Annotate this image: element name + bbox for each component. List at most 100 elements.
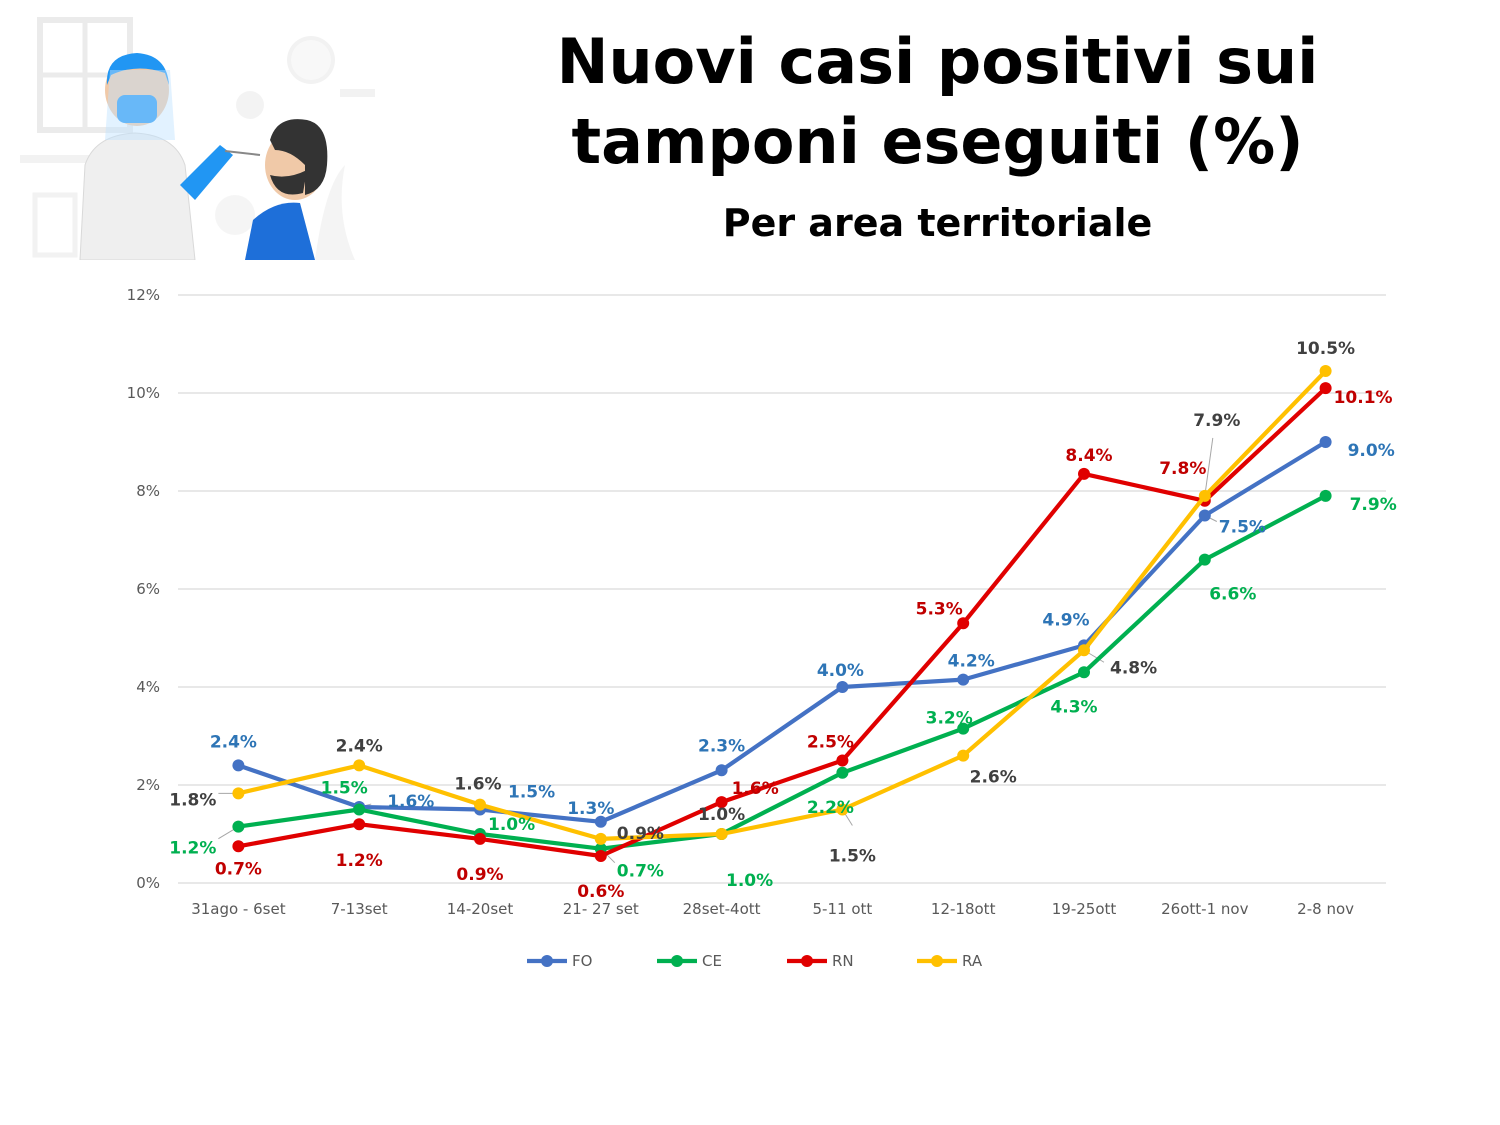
x-tick-label: 21- 27 set bbox=[563, 900, 639, 918]
data-point-ra bbox=[474, 798, 486, 811]
data-point-fo bbox=[836, 681, 849, 693]
data-point-ra bbox=[957, 749, 970, 762]
data-point-ce bbox=[232, 820, 245, 833]
data-label-ce: 6.6% bbox=[1209, 585, 1256, 605]
legend-marker-ra bbox=[931, 955, 943, 967]
data-label-ce: 4.3% bbox=[1050, 697, 1097, 717]
data-point-ra bbox=[715, 828, 728, 840]
data-label-rn: 5.3% bbox=[916, 599, 963, 619]
data-point-rn bbox=[474, 832, 486, 845]
y-tick-label: 6% bbox=[136, 580, 160, 598]
data-point-rn bbox=[232, 840, 245, 853]
data-label-ra: 1.6% bbox=[454, 775, 501, 795]
data-label-ce: 7.9% bbox=[1350, 495, 1397, 515]
data-point-rn bbox=[715, 796, 728, 809]
legend-label-ra: RA bbox=[962, 952, 983, 970]
data-point-rn bbox=[1319, 382, 1332, 395]
data-label-fo: 2.4% bbox=[210, 732, 257, 752]
data-point-fo bbox=[594, 815, 607, 828]
y-tick-label: 0% bbox=[136, 874, 160, 892]
data-point-fo bbox=[957, 673, 970, 686]
series-line-rn bbox=[236, 386, 1328, 859]
data-label-rn: 8.4% bbox=[1065, 446, 1112, 466]
line-chart: 0% 2% 4% 6% 8% 10% 12% 31ago - 6set 7-13set 14-2… bbox=[127, 286, 1397, 970]
data-point-ra bbox=[594, 832, 607, 845]
legend-label-ce: CE bbox=[702, 952, 722, 970]
data-label-ce: 1.0% bbox=[488, 815, 535, 835]
chart-subtitle: Per area territoriale bbox=[722, 201, 1153, 245]
data-label-ce: 3.2% bbox=[926, 709, 973, 729]
x-tick-label: 14-20set bbox=[447, 900, 514, 918]
data-label-fo: 9.0% bbox=[1348, 441, 1395, 461]
x-axis-ticks: 31ago - 6set 7-13set 14-20set 21- 27 set 28s… bbox=[191, 900, 1354, 918]
data-label-ra: 1.0% bbox=[698, 805, 745, 825]
data-point-ra bbox=[232, 787, 245, 800]
data-point-ce bbox=[1078, 666, 1090, 679]
data-point-ce bbox=[957, 722, 970, 735]
data-point-ra bbox=[1319, 364, 1332, 377]
data-point-rn bbox=[1078, 467, 1090, 480]
data-point-ra bbox=[353, 759, 366, 772]
series-lines bbox=[232, 364, 1332, 863]
data-label-ra: 1.8% bbox=[169, 790, 216, 810]
data-point-fo bbox=[715, 764, 728, 777]
data-label-rn: 7.8% bbox=[1159, 459, 1206, 479]
x-tick-label: 31ago - 6set bbox=[191, 900, 286, 918]
x-tick-label: 7-13set bbox=[331, 900, 388, 918]
data-point-fo bbox=[1198, 509, 1211, 522]
x-tick-label: 28set-4ott bbox=[683, 900, 761, 918]
x-tick-label: 19-25ott bbox=[1052, 900, 1117, 918]
legend-marker-ce bbox=[671, 955, 683, 967]
data-label-ra: 10.5% bbox=[1296, 339, 1355, 359]
data-label-fo: 1.5% bbox=[508, 783, 555, 803]
y-tick-label: 8% bbox=[136, 482, 160, 500]
data-labels: 2.4% 1.6% 1.5% 1.3% 2.3% 4.0% 4.2% 4.9% 7.5% 9.0%… bbox=[169, 339, 1397, 902]
data-label-ra: 0.9% bbox=[617, 824, 664, 844]
data-label-fo: 4.0% bbox=[817, 661, 864, 681]
data-label-fo: 2.3% bbox=[698, 736, 745, 756]
y-tick-label: 4% bbox=[136, 678, 160, 696]
data-label-ra: 7.9% bbox=[1193, 411, 1240, 431]
data-point-ra bbox=[836, 803, 849, 816]
data-label-leader bbox=[1204, 437, 1214, 496]
data-point-ra bbox=[1198, 489, 1211, 502]
data-point-fo bbox=[232, 759, 245, 772]
data-label-rn: 0.9% bbox=[456, 865, 503, 885]
legend: FO CE RN RA bbox=[527, 952, 983, 970]
data-point-ra bbox=[1078, 644, 1090, 657]
data-point-ce bbox=[1319, 489, 1332, 502]
y-tick-label: 12% bbox=[127, 286, 160, 304]
data-point-ce bbox=[836, 766, 849, 779]
data-label-ra: 4.8% bbox=[1110, 658, 1157, 678]
data-label-ce: 1.2% bbox=[169, 839, 216, 859]
y-tick-label: 2% bbox=[136, 776, 160, 794]
data-label-ce: 1.0% bbox=[726, 871, 773, 891]
data-label-fo: 4.2% bbox=[948, 652, 995, 672]
data-label-ra: 2.4% bbox=[336, 736, 383, 756]
data-label-ce: 1.5% bbox=[321, 779, 368, 799]
data-point-ce bbox=[1198, 553, 1211, 566]
series-line-fo bbox=[236, 439, 1328, 824]
data-point-rn bbox=[836, 754, 849, 767]
chart-title: Nuovi casi positivi sui tamponi eseguiti… bbox=[556, 25, 1319, 178]
x-tick-label: 12-18ott bbox=[931, 900, 996, 918]
data-label-rn: 1.6% bbox=[732, 779, 779, 799]
data-point-fo bbox=[1319, 436, 1332, 448]
data-label-rn: 2.5% bbox=[807, 733, 854, 753]
legend-label-rn: RN bbox=[832, 952, 854, 970]
data-point-ce bbox=[353, 803, 366, 816]
data-label-ce: 2.2% bbox=[807, 798, 854, 818]
data-label-ra: 2.6% bbox=[970, 768, 1017, 788]
data-label-ra: 1.5% bbox=[829, 847, 876, 867]
series-line-ce bbox=[236, 493, 1328, 851]
legend-marker-rn bbox=[801, 955, 813, 967]
swab-test-illustration-icon bbox=[20, 17, 375, 260]
data-label-rn: 10.1% bbox=[1334, 388, 1393, 408]
y-tick-label: 10% bbox=[127, 384, 160, 402]
data-label-rn: 0.7% bbox=[215, 859, 262, 879]
data-label-fo: 1.6% bbox=[387, 792, 434, 812]
data-label-rn: 1.2% bbox=[336, 851, 383, 871]
data-label-fo: 4.9% bbox=[1042, 610, 1089, 630]
data-point-rn bbox=[594, 850, 607, 863]
x-tick-label: 26ott-1 nov bbox=[1161, 900, 1248, 918]
